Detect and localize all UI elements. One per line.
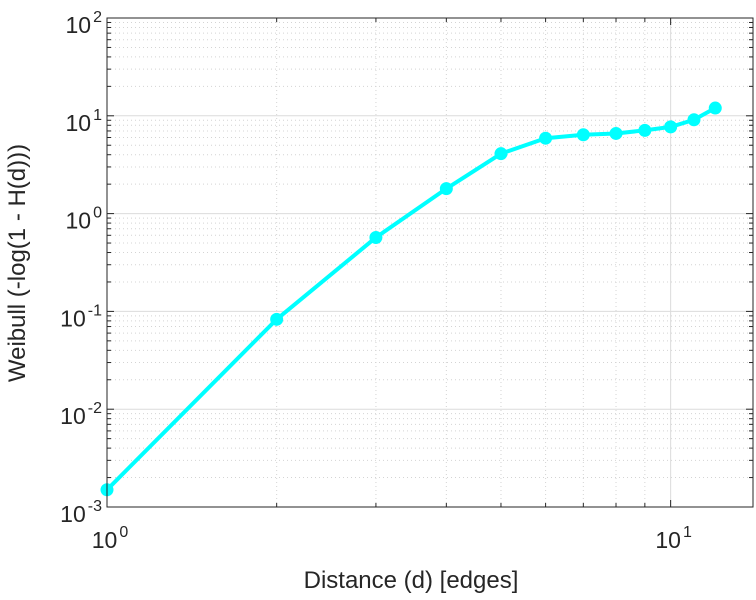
grid: [107, 18, 753, 507]
axes-box: [106, 17, 754, 508]
tick-exponent: -2: [88, 400, 102, 417]
plot-area: [107, 18, 753, 507]
data-point: [576, 128, 590, 142]
y-tick-label: 10 -2: [60, 400, 102, 429]
data-point: [609, 126, 623, 140]
y-tick-label: 10 2: [66, 9, 103, 38]
data-point: [494, 147, 508, 161]
data-point: [539, 131, 553, 145]
x-tick-labels: 10 0 10 1: [92, 524, 692, 553]
y-tick-label: 10 -1: [60, 302, 102, 331]
data-point: [664, 120, 678, 134]
tick-exponent: 2: [93, 9, 102, 26]
tick-base: 10: [66, 208, 92, 234]
tick-base: 10: [655, 527, 681, 553]
tick-exponent: 1: [93, 107, 102, 124]
tick-exponent: 0: [119, 524, 128, 541]
data-point: [270, 312, 284, 326]
x-axis-label: Distance (d) [edges]: [304, 567, 519, 594]
tick-base: 10: [60, 501, 86, 527]
data-point: [708, 101, 722, 115]
data-point: [687, 113, 701, 127]
series-layer: [100, 101, 722, 497]
tick-exponent: 1: [683, 524, 692, 541]
tick-base: 10: [66, 110, 92, 136]
y-tick-label: 10 0: [66, 205, 103, 234]
tick-exponent: -3: [88, 498, 102, 515]
x-tick-label: 10 0: [92, 524, 129, 553]
ticks: [106, 17, 753, 508]
tick-base: 10: [60, 305, 86, 331]
tick-base: 10: [92, 527, 118, 553]
tick-exponent: 0: [93, 205, 102, 222]
y-tick-label: 10 1: [66, 107, 103, 136]
tick-base: 10: [60, 403, 86, 429]
tick-base: 10: [66, 12, 92, 38]
y-axis-label: Weibull (-log(1 - H(d))): [4, 144, 31, 382]
tick-exponent: -1: [88, 302, 102, 319]
data-point: [638, 123, 652, 137]
x-tick-label: 10 1: [655, 524, 692, 553]
y-tick-label: 10 -3: [60, 498, 102, 527]
data-point: [439, 182, 453, 196]
data-point: [369, 230, 383, 244]
